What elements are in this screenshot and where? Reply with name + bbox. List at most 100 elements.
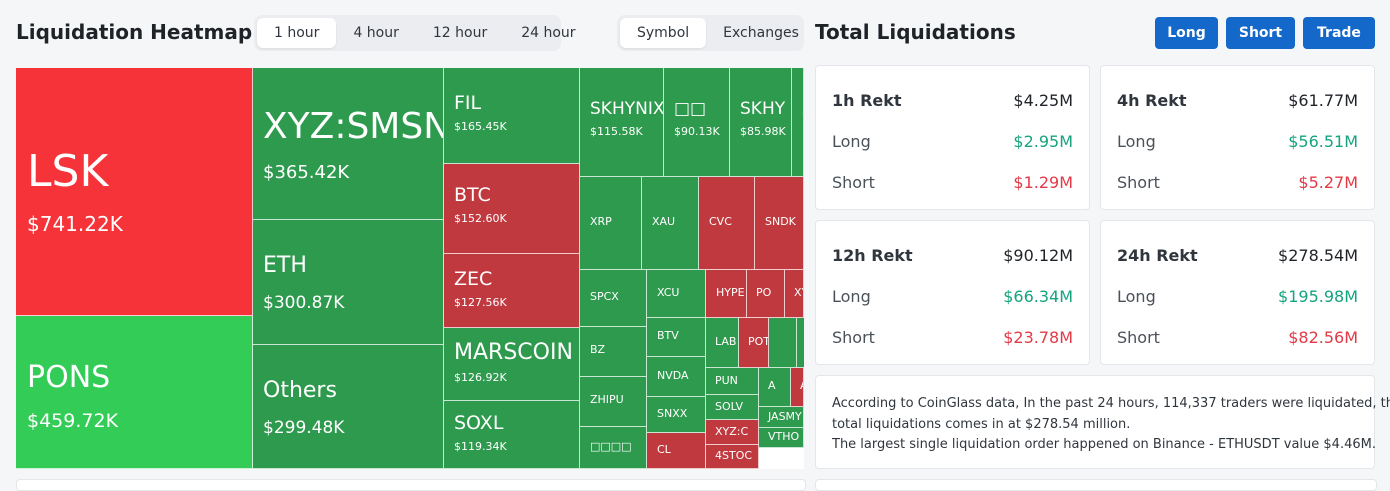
- tile-symbol: XYZ:RKLB: [802, 99, 803, 119]
- tile-symbol: LAB: [715, 335, 737, 348]
- card-label: 24h Rekt: [1117, 245, 1198, 265]
- tab-4-hour[interactable]: 4 hour: [353, 25, 399, 41]
- heatmap-tile[interactable]: SPCX: [580, 270, 647, 327]
- tile-symbol: BZ: [590, 343, 606, 356]
- tile-symbol: SOLV: [715, 400, 744, 413]
- heatmap-tile[interactable]: SKHYNIX $115.58K: [580, 68, 664, 177]
- heatmap-tile[interactable]: XRP: [580, 177, 642, 270]
- heatmap-tile[interactable]: □□ $90.13K: [664, 68, 730, 177]
- heatmap-tile[interactable]: MARSCOIN $126.92K: [444, 328, 580, 401]
- tile-symbol: POT: [748, 335, 769, 348]
- tile-symbol: PUN: [715, 374, 738, 387]
- heatmap-tile[interactable]: JASMY: [759, 407, 804, 428]
- long-label: Long: [1117, 131, 1156, 151]
- heatmap-tile[interactable]: NVDA: [647, 357, 706, 397]
- heatmap-tile[interactable]: PUN: [706, 368, 759, 395]
- heatmap-title: Liquidation Heatmap: [16, 20, 253, 44]
- tile-symbol: 4STOC: [715, 449, 753, 462]
- tab-24-hour[interactable]: 24 hour: [521, 25, 576, 41]
- long-button[interactable]: Long: [1155, 17, 1218, 49]
- tile-symbol: XYZ:SMSN: [263, 106, 444, 147]
- tab-symbol[interactable]: Symbol: [620, 18, 707, 48]
- rekt-card-24h: 24h Rekt $278.54M Long $195.98M Short $82.5…: [1100, 220, 1375, 365]
- tile-symbol: XYZ:C: [715, 425, 749, 438]
- tab-12-hour[interactable]: 12 hour: [432, 25, 488, 41]
- tile-symbol: PO: [756, 286, 772, 299]
- heatmap-tile[interactable]: [769, 318, 797, 368]
- tile-symbol: ZHIPU: [590, 393, 624, 406]
- tile-symbol: CVC: [709, 215, 732, 228]
- heatmap-tile[interactable]: ZEC $127.56K: [444, 254, 580, 328]
- short-value: $1.29M: [1013, 172, 1073, 192]
- heatmap-tile[interactable]: CASHCAT: [797, 318, 804, 368]
- short-button[interactable]: Short: [1226, 17, 1295, 49]
- heatmap-tile[interactable]: PO: [747, 270, 785, 318]
- trade-button[interactable]: Trade: [1303, 17, 1375, 49]
- tile-symbol: SNDK: [765, 215, 796, 228]
- tile-symbol: ZEC: [454, 268, 493, 290]
- heatmap-tile[interactable]: ARK: [791, 368, 804, 407]
- heatmap-tile[interactable]: XAU: [642, 177, 699, 270]
- heatmap-tile[interactable]: FIL $165.45K: [444, 68, 580, 164]
- short-value: $82.56M: [1288, 327, 1358, 347]
- heatmap-tile[interactable]: BTV: [647, 318, 706, 357]
- tile-symbol: NVDA: [657, 369, 689, 382]
- heatmap-tile[interactable]: XYZ:RKLB: [792, 68, 804, 177]
- heatmap-tile[interactable]: XYZ:SMSN $365.42K: [253, 68, 444, 220]
- heatmap-tile[interactable]: Others $299.48K: [253, 345, 444, 469]
- heatmap-tile[interactable]: A: [759, 368, 791, 407]
- rekt-card-4h: 4h Rekt $61.77M Long $56.51M Short $5.27M: [1100, 65, 1375, 210]
- liquidation-heatmap: LSK $741.22K PONS $459.72K XYZ:SMSN $365.42K E…: [16, 68, 804, 469]
- heatmap-tile[interactable]: HYPE: [706, 270, 747, 318]
- heatmap-tile[interactable]: XYZ:BREN: [785, 270, 804, 318]
- tile-symbol: VTHO: [768, 430, 800, 443]
- tile-symbol: HYPE: [716, 286, 745, 299]
- card-total: $90.12M: [1003, 245, 1073, 265]
- heatmap-tile[interactable]: SNDK: [755, 177, 804, 270]
- heatmap-tile[interactable]: ETH $300.87K: [253, 220, 444, 345]
- heatmap-tile[interactable]: POT: [739, 318, 769, 368]
- tile-symbol: ARK: [800, 379, 803, 392]
- total-liquidations-title: Total Liquidations: [815, 20, 1016, 44]
- tile-value: $90.13K: [674, 125, 720, 138]
- heatmap-tile[interactable]: 4STOC: [706, 445, 759, 469]
- heatmap-tile[interactable]: LSK $741.22K: [16, 68, 253, 316]
- long-value: $56.51M: [1288, 131, 1358, 151]
- panel-edge: [815, 479, 1377, 491]
- tile-symbol: □□: [674, 99, 707, 119]
- long-label: Long: [832, 286, 871, 306]
- heatmap-tile[interactable]: ZHIPU: [580, 377, 647, 427]
- heatmap-tile[interactable]: PONS $459.72K: [16, 316, 253, 469]
- heatmap-tile[interactable]: LAB: [706, 318, 739, 368]
- heatmap-tile[interactable]: SKHY $85.98K: [730, 68, 792, 177]
- tile-value: $299.48K: [263, 418, 345, 438]
- card-total: $61.77M: [1288, 90, 1358, 110]
- short-label: Short: [832, 172, 875, 192]
- card-label: 1h Rekt: [832, 90, 902, 110]
- heatmap-tile[interactable]: SNXX: [647, 397, 706, 433]
- tab-exchanges[interactable]: Exchanges: [723, 25, 799, 41]
- tile-value: $741.22K: [27, 212, 123, 236]
- heatmap-tile[interactable]: VTHO: [759, 428, 804, 448]
- long-label: Long: [832, 131, 871, 151]
- heatmap-tile[interactable]: XYZ:C: [706, 420, 759, 445]
- heatmap-tile[interactable]: SOLV: [706, 395, 759, 420]
- tile-symbol: FIL: [454, 92, 482, 114]
- heatmap-tile[interactable]: BTC $152.60K: [444, 164, 580, 254]
- long-value: $66.34M: [1003, 286, 1073, 306]
- heatmap-tile[interactable]: XCU: [647, 270, 706, 318]
- heatmap-tile[interactable]: SOXL $119.34K: [444, 401, 580, 469]
- heatmap-tile[interactable]: □□□□: [580, 427, 647, 469]
- tile-symbol: MARSCOIN: [454, 340, 573, 365]
- tile-value: $459.72K: [27, 410, 119, 432]
- tile-value: $365.42K: [263, 162, 350, 183]
- tile-symbol: A: [768, 379, 776, 392]
- short-value: $5.27M: [1298, 172, 1358, 192]
- heatmap-tile[interactable]: CL: [647, 433, 706, 469]
- tile-symbol: □□□□: [590, 440, 632, 453]
- heatmap-tile[interactable]: CVC: [699, 177, 755, 270]
- tile-symbol: XAU: [652, 215, 676, 228]
- tab-1-hour[interactable]: 1 hour: [257, 18, 337, 48]
- heatmap-tile[interactable]: BZ: [580, 327, 647, 377]
- summary-line: According to CoinGlass data, In the past…: [832, 396, 1390, 411]
